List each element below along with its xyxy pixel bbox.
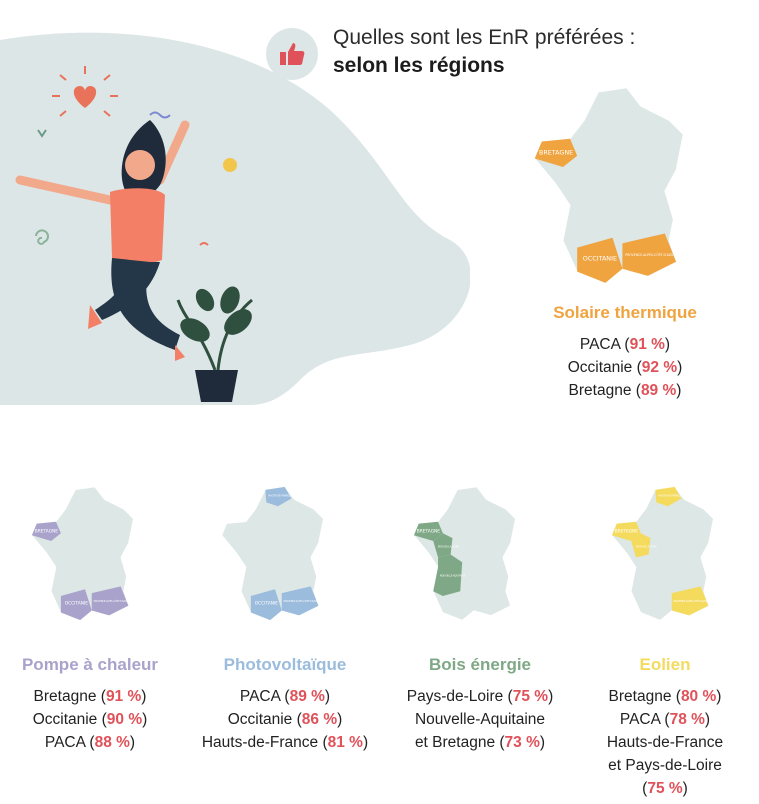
page-title-line1: Quelles sont les EnR préférées : <box>333 26 636 49</box>
stat-line: PACA (91 %) <box>579 336 671 353</box>
card-pompe: Pompe à chaleur Bretagne (91 %) Occitani… <box>5 655 175 754</box>
map-label: PAYS-DE-LA-LOIRE <box>636 546 657 549</box>
map-label-bretagne: BRETAGNE <box>539 149 573 156</box>
sun-heart-icon <box>52 66 118 117</box>
stat-line: (75 %) <box>642 780 688 797</box>
map-label: BRETAGNE <box>35 528 58 534</box>
stat-line: et Bretagne (73 %) <box>414 734 546 751</box>
stat-line: Hauts-de-France <box>606 734 724 751</box>
stat-line: Occitanie (90 %) <box>32 711 148 728</box>
card-solaire: Solaire thermique PACA (91 %) Occitanie … <box>525 303 725 402</box>
map-label: OCCITANIE <box>65 601 89 607</box>
stat-line: Bretagne (89 %) <box>568 382 682 399</box>
card-eolien: Eolien Bretagne (80 %) PACA (78 %) Hauts… <box>580 655 750 800</box>
stat-line: PACA (78 %) <box>619 711 711 728</box>
region-paca <box>622 233 677 276</box>
region-bretagne <box>534 138 578 167</box>
map-label-occitanie: OCCITANIE <box>583 255 617 262</box>
map-label: OCCITANIE <box>255 601 279 607</box>
stat-line: Bretagne (80 %) <box>608 688 722 705</box>
map-pompe: BRETAGNE OCCITANIE PROVENCE-ALPES-CÔTE D… <box>31 486 134 621</box>
stat-line: Nouvelle-Aquitaine <box>414 711 546 728</box>
thumbs-up-icon <box>280 43 305 65</box>
map-bois: BRETAGNE PAYS-DE-LA-LOIRE NOUVELLE-AQUIT… <box>413 486 516 621</box>
map-label-paca: PROVENCE-ALPES-CÔTE D'AZUR <box>625 252 676 257</box>
thumbs-up-badge <box>266 28 318 80</box>
stat-line: Bretagne (91 %) <box>33 688 147 705</box>
card-photo: Photovoltaïque PACA (89 %) Occitanie (86… <box>190 655 380 754</box>
jumping-woman-illustration <box>15 120 190 361</box>
card-title-eolien: Eolien <box>639 655 691 674</box>
stat-line: PACA (88 %) <box>44 734 136 751</box>
map-label: PROVENCE-ALPES-CÔTE D'AZUR <box>284 600 319 603</box>
map-label: BRETAGNE <box>417 528 440 534</box>
map-label: HAUTS-DE-FRANCE <box>658 495 681 498</box>
map-label: HAUTS-DE-FRANCE <box>268 495 291 498</box>
card-title-bois: Bois énergie <box>428 655 532 674</box>
stat-line: Hauts-de-France (81 %) <box>201 734 369 751</box>
card-bois: Bois énergie Pays-de-Loire (75 %) Nouvel… <box>385 655 575 754</box>
page-title-line2: selon les régions <box>333 54 505 77</box>
map-label: PAYS-DE-LA-LOIRE <box>438 546 459 549</box>
region-occitanie <box>577 237 623 283</box>
card-title-photo: Photovoltaïque <box>223 655 347 674</box>
plant-pot-illustration <box>176 286 253 402</box>
map-eolien: BRETAGNE PAYS-DE-LA-LOIRE HAUTS-DE-FRANC… <box>611 486 714 621</box>
stat-line: Pays-de-Loire (75 %) <box>406 688 554 705</box>
map-label: BRETAGNE <box>615 528 638 534</box>
card-title-pompe: Pompe à chaleur <box>21 655 159 674</box>
map-photo: HAUTS-DE-FRANCE OCCITANIE PROVENCE-ALPES… <box>221 486 324 621</box>
map-label: PROVENCE-ALPES-CÔTE D'AZUR <box>94 600 129 603</box>
stat-line: Occitanie (92 %) <box>567 359 683 376</box>
map-label: PROVENCE-ALPES-CÔTE D'AZUR <box>674 600 709 603</box>
stat-line: et Pays-de-Loire <box>608 757 722 774</box>
stat-line: PACA (89 %) <box>239 688 331 705</box>
stat-line: Occitanie (86 %) <box>227 711 343 728</box>
map-solaire: BRETAGNE OCCITANIE PROVENCE-ALPES-CÔTE D… <box>534 87 684 284</box>
card-title-solaire: Solaire thermique <box>553 303 697 322</box>
background-blob <box>0 32 470 405</box>
map-label: NOUVELLE-AQUITAINE <box>440 575 466 578</box>
